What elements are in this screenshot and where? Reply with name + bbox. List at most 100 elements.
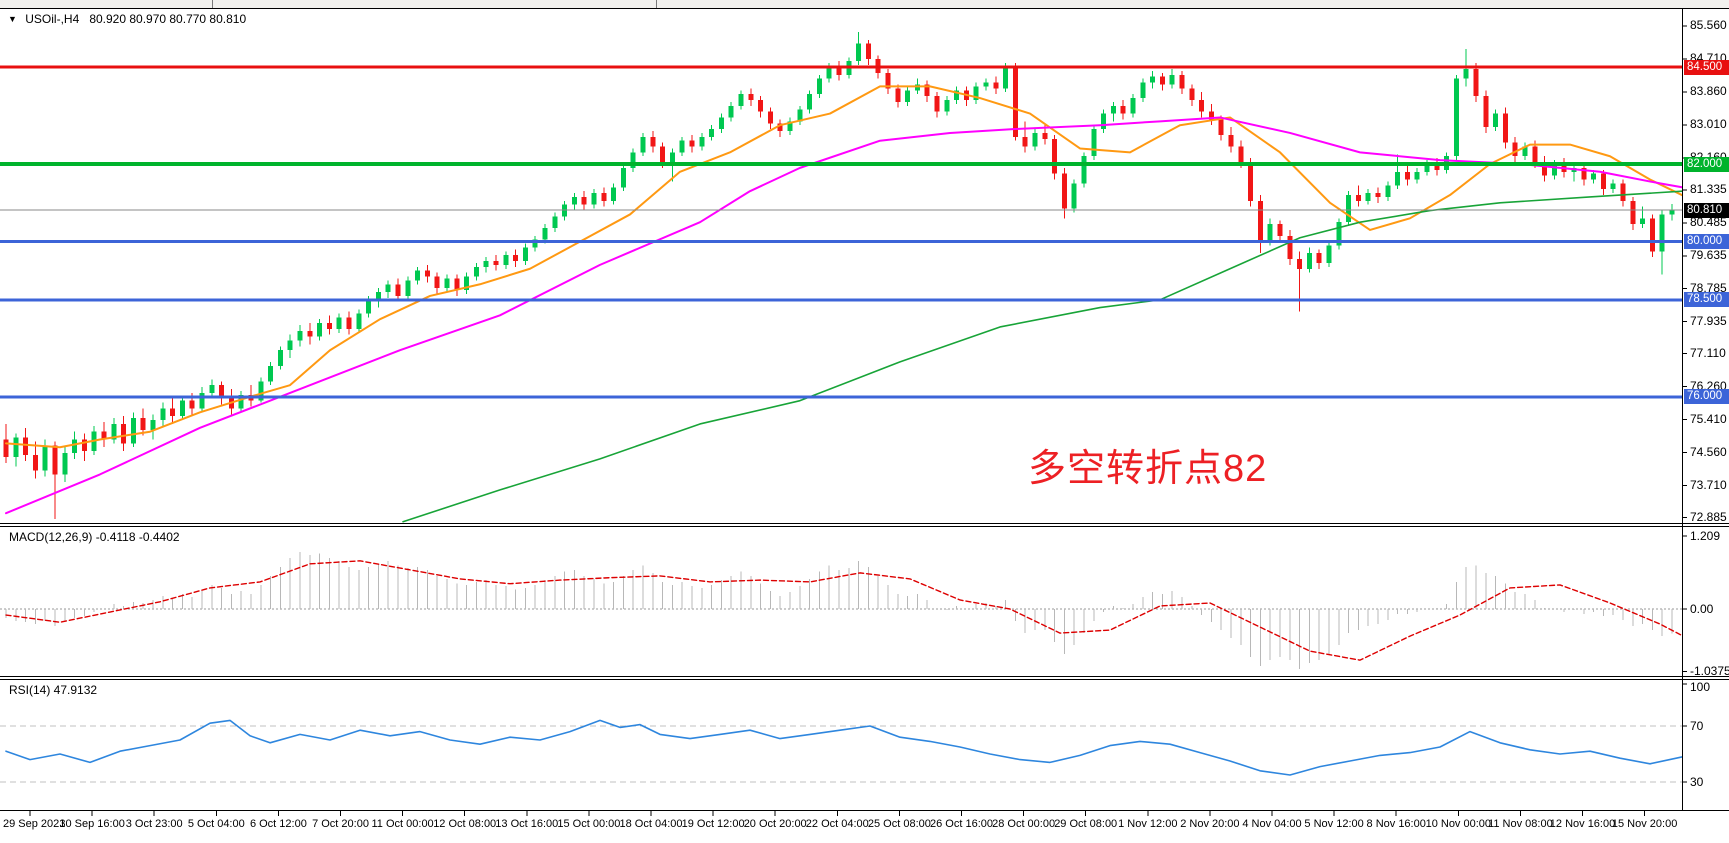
candle-body — [356, 313, 362, 329]
candle-body — [601, 193, 607, 201]
candle-body — [865, 43, 871, 60]
time-axis-label: 6 Oct 12:00 — [249, 818, 307, 830]
time-axis-label: 3 Oct 23:00 — [125, 818, 183, 830]
candle-body — [1483, 96, 1489, 128]
candle-body — [1551, 164, 1557, 176]
candle-body — [718, 117, 724, 130]
price-axis-label: 83.860 — [1690, 84, 1727, 99]
candle-body — [336, 317, 342, 329]
time-axis-label: 5 Nov 12:00 — [1304, 818, 1364, 830]
candle-body — [513, 255, 519, 261]
chinese-annotation-text: 多空转折点82 — [1028, 448, 1268, 490]
candle-body — [1130, 98, 1136, 114]
candle-body — [317, 323, 323, 337]
candle-body — [1630, 200, 1636, 225]
candle-body — [1473, 68, 1479, 97]
time-axis-label: 28 Oct 00:00 — [992, 818, 1056, 830]
time-axis-label: 26 Oct 16:00 — [930, 818, 993, 830]
candle-body — [1042, 132, 1048, 139]
time-axis-label: 25 Oct 08:00 — [867, 818, 931, 830]
candle-body — [1620, 183, 1626, 201]
price-badge-80.000: 80.000 — [1684, 234, 1729, 250]
candle-body — [1591, 173, 1597, 180]
candle-body — [1659, 214, 1665, 252]
rsi-line — [5, 719, 1683, 776]
candle-body — [1375, 193, 1381, 197]
candle-body — [1463, 68, 1469, 79]
price-axis-label: 83.010 — [1690, 117, 1727, 132]
time-axis-label: 19 Oct 12:00 — [681, 818, 745, 830]
price-axis-label: 77.110 — [1690, 346, 1726, 361]
candle-body — [1365, 193, 1371, 201]
candle-body — [111, 423, 117, 440]
price-axis-label: 78.785 — [1690, 281, 1727, 296]
candle-body — [1493, 113, 1499, 128]
candle-body — [189, 400, 195, 409]
candle-body — [689, 140, 695, 147]
symbol-dropdown-icon[interactable]: ▼ — [8, 14, 17, 24]
candle-body — [238, 394, 244, 409]
candle-body — [503, 255, 509, 265]
candle-body — [160, 408, 166, 421]
time-axis-label: 30 Sep 16:00 — [59, 818, 125, 830]
rsi-axis-label: 100 — [1690, 679, 1711, 694]
candle-body — [199, 392, 205, 409]
panel-separator[interactable] — [0, 523, 1729, 524]
candle-body — [905, 90, 911, 102]
candle-body — [797, 109, 803, 122]
candle-body — [826, 67, 832, 79]
panel-separator[interactable] — [0, 676, 1729, 677]
candle-body — [1669, 210, 1675, 215]
candle-body — [258, 381, 264, 401]
candle-body — [630, 152, 636, 168]
ma-fast-line — [5, 85, 1683, 449]
price-axis-border[interactable] — [1682, 8, 1683, 811]
candle-body — [1071, 183, 1077, 209]
candle-body — [954, 90, 960, 100]
time-axis-label: 11 Oct 00:00 — [371, 818, 434, 830]
candle-body — [748, 94, 754, 100]
candle-body — [1434, 164, 1440, 170]
candle-body — [1208, 111, 1214, 120]
candle-body — [268, 365, 274, 382]
candle-body — [277, 350, 283, 366]
candle-body — [1502, 113, 1508, 143]
candle-body — [42, 445, 48, 471]
candle-body — [1003, 67, 1009, 89]
candle-body — [787, 121, 793, 132]
candle-body — [346, 317, 352, 329]
candle-body — [1385, 185, 1391, 197]
time-axis-label: 18 Oct 04:00 — [619, 818, 683, 830]
candle-body — [1512, 142, 1518, 157]
time-axis-label: 8 Nov 16:00 — [1366, 818, 1426, 830]
candle-body — [1306, 253, 1312, 269]
candle-body — [385, 284, 391, 293]
macd-axis-label: -1.0375 — [1690, 663, 1729, 678]
candle-body — [62, 453, 68, 475]
macd-indicator-label: MACD(12,26,9) -0.4118 -0.4402 — [9, 530, 180, 544]
price-badge-78.500: 78.500 — [1684, 292, 1729, 308]
candle-body — [130, 418, 136, 444]
candle-body — [973, 86, 979, 100]
candle-body — [32, 455, 38, 471]
candle-body — [660, 146, 666, 163]
candle-body — [1355, 195, 1361, 201]
candle-body — [1326, 245, 1332, 263]
time-axis-label: 15 Oct 00:00 — [557, 818, 621, 830]
time-axis-label: 4 Nov 04:00 — [1242, 818, 1302, 830]
candle-body — [1532, 146, 1538, 163]
price-axis-label: 80.485 — [1690, 215, 1727, 230]
candle-body — [52, 445, 58, 475]
candle-body — [1542, 162, 1548, 176]
candle-body — [571, 196, 577, 205]
candle-body — [444, 278, 450, 289]
candle-body — [611, 187, 617, 201]
candle-body — [767, 111, 773, 124]
candle-body — [454, 278, 460, 291]
candle-body — [3, 439, 9, 457]
candle-body — [1179, 74, 1185, 89]
price-axis-label: 72.885 — [1690, 510, 1727, 525]
panel-separator — [0, 679, 1729, 680]
time-axis-label: 22 Oct 04:00 — [805, 818, 869, 830]
